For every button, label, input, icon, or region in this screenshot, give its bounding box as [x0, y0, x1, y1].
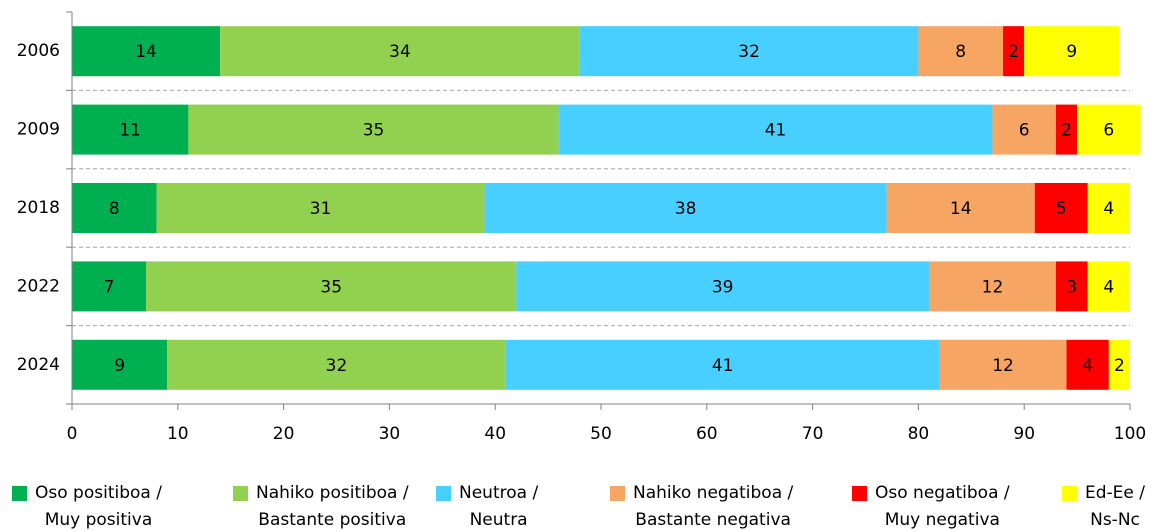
bar-segment	[928, 261, 1056, 312]
y-tick-label: 2018	[17, 198, 60, 218]
legend-swatch	[233, 486, 248, 501]
legend-item: Nahiko negatiboa / Bastante negativa	[610, 480, 793, 531]
bar-segment	[220, 26, 580, 77]
legend-item: Nahiko positiboa / Bastante positiva	[233, 480, 409, 531]
data-label: 6	[1019, 121, 1030, 141]
data-label: 4	[1103, 277, 1114, 297]
data-label: 41	[712, 356, 734, 376]
data-label: 34	[389, 42, 411, 62]
bar-segment	[72, 26, 221, 77]
bar-segment	[1003, 26, 1025, 77]
bar-segment	[939, 339, 1067, 390]
legend-item: Oso negatiboa / Muy negativa	[852, 480, 1010, 531]
legend-label: Oso positiboa / Muy positiva	[35, 483, 162, 530]
x-tick-label: 40	[484, 424, 506, 444]
legend-swatch	[12, 486, 27, 501]
bar-segment	[1066, 339, 1109, 390]
bar-segment	[918, 26, 1004, 77]
data-label: 2	[1061, 121, 1072, 141]
legend-item: Ed-Ee / Ns-Nc	[1062, 480, 1145, 531]
data-label: 12	[982, 277, 1004, 297]
bar-segment	[484, 183, 887, 233]
bar-segment	[579, 26, 919, 77]
bar-segment	[156, 183, 485, 233]
x-tick-label: 50	[590, 424, 612, 444]
bar-segment	[72, 183, 157, 233]
legend-item: Neutroa / Neutra	[436, 480, 538, 531]
bar-segment	[992, 104, 1056, 155]
bar-segment	[886, 183, 1035, 233]
legend-swatch	[1062, 486, 1077, 501]
x-tick-label: 30	[379, 424, 401, 444]
x-tick-label: 10	[167, 424, 189, 444]
bar-segment	[1087, 261, 1130, 312]
data-label: 14	[950, 199, 972, 219]
data-label: 5	[1056, 199, 1067, 219]
data-label: 31	[310, 199, 332, 219]
legend-swatch	[852, 486, 867, 501]
data-label: 9	[1066, 42, 1077, 62]
bar-segment	[1077, 104, 1141, 155]
bar-segment	[1055, 261, 1088, 312]
bar-segment	[188, 104, 559, 155]
y-tick-label: 2009	[17, 120, 60, 140]
data-label: 12	[992, 356, 1014, 376]
bar-segment	[1087, 183, 1130, 233]
bar-segment	[1055, 104, 1078, 155]
bar-segment	[1024, 26, 1120, 77]
legend-label: Nahiko positiboa / Bastante positiva	[256, 483, 409, 530]
data-label: 7	[104, 277, 115, 297]
bar-segment	[72, 261, 147, 312]
legend-label: Oso negatiboa / Muy negativa	[875, 483, 1010, 530]
legend-label: Neutroa / Neutra	[459, 483, 539, 530]
legend-label: Ed-Ee / Ns-Nc	[1085, 483, 1145, 530]
x-tick-label: 20	[273, 424, 295, 444]
bar-segment	[1108, 339, 1130, 390]
data-label: 6	[1103, 121, 1114, 141]
data-label: 35	[320, 277, 342, 297]
data-label: 4	[1082, 356, 1093, 376]
bar-segment	[516, 261, 929, 312]
y-tick-label: 2022	[17, 276, 60, 296]
data-label: 14	[135, 42, 157, 62]
legend-swatch	[610, 486, 625, 501]
bar-segment	[505, 339, 940, 390]
legend-item: Oso positiboa / Muy positiva	[12, 480, 162, 531]
x-tick-label: 0	[67, 424, 78, 444]
x-tick-label: 90	[1013, 424, 1035, 444]
y-tick-label: 2006	[17, 41, 60, 61]
data-label: 38	[675, 199, 697, 219]
data-label: 11	[119, 121, 141, 141]
legend-label: Nahiko negatiboa / Bastante negativa	[633, 483, 794, 530]
legend-swatch	[436, 486, 451, 501]
bar-segment	[72, 339, 168, 390]
data-label: 3	[1066, 277, 1077, 297]
data-label: 32	[738, 42, 760, 62]
data-label: 2	[1114, 356, 1125, 376]
bar-segment	[558, 104, 993, 155]
y-tick-label: 2024	[17, 355, 60, 375]
x-tick-label: 60	[696, 424, 718, 444]
bar-segment	[1034, 183, 1088, 233]
data-label: 39	[712, 277, 734, 297]
bar-segment	[72, 104, 189, 155]
data-label: 35	[363, 121, 385, 141]
data-label: 41	[765, 121, 787, 141]
data-label: 2	[1008, 42, 1019, 62]
x-tick-label: 100	[1114, 424, 1146, 444]
bar-segment	[146, 261, 517, 312]
x-tick-label: 80	[908, 424, 930, 444]
data-label: 32	[326, 356, 348, 376]
data-label: 8	[109, 199, 120, 219]
data-label: 4	[1103, 199, 1114, 219]
data-label: 9	[114, 356, 125, 376]
x-tick-label: 70	[802, 424, 824, 444]
bar-segment	[167, 339, 506, 390]
data-label: 8	[955, 42, 966, 62]
